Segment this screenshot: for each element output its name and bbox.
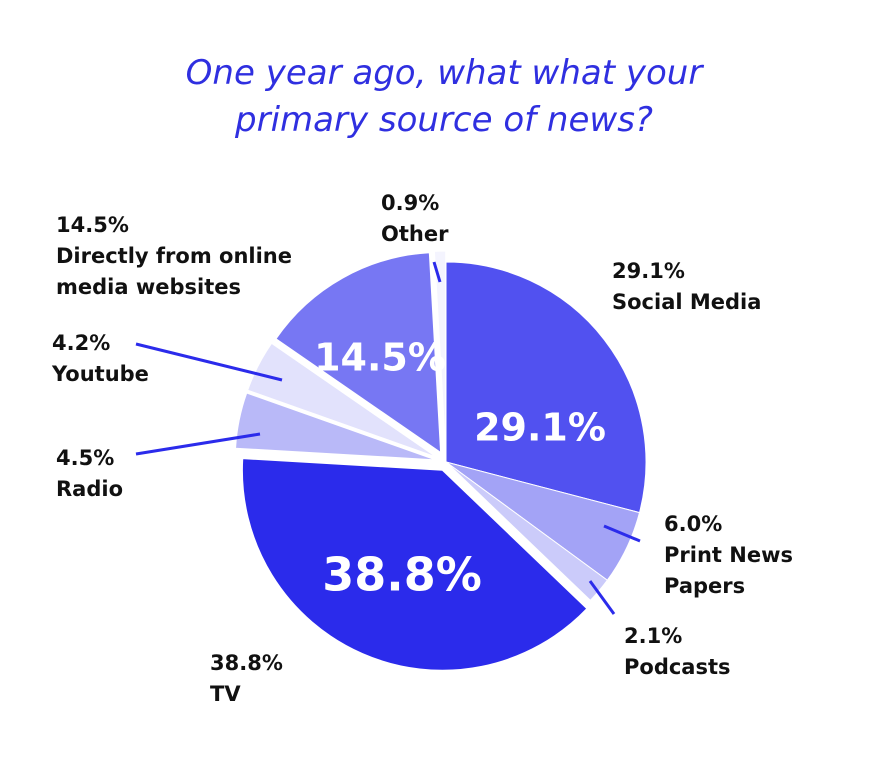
outer-label-name-print-news-papers: Papers (664, 574, 745, 598)
outer-label-pct-radio: 4.5% (56, 446, 114, 470)
outer-label-other: 0.9% Other (381, 191, 449, 246)
outer-label-social-media: 29.1% Social Media (612, 259, 761, 314)
outer-label-pct-social-media: 29.1% (612, 259, 685, 283)
leader-lines (135, 261, 641, 615)
outer-label-pct-print-news-papers: 6.0% (664, 512, 722, 536)
outer-label-radio: 4.5% Radio (56, 446, 123, 501)
pie-slice-youtube (247, 342, 437, 458)
outer-label-name-podcasts: Podcasts (624, 655, 731, 679)
pie-slice-tv (241, 458, 588, 671)
pie-slice-radio (235, 392, 436, 461)
leader-line-radio (135, 432, 261, 456)
inner-label-social-media: 29.1% (474, 406, 606, 450)
pie-slices (235, 250, 647, 671)
pie-slice-podcasts (445, 461, 609, 602)
outer-label-name-youtube: Youtube (51, 362, 149, 386)
chart-title-line-1: One year ago, what what your (185, 53, 703, 93)
outer-label-name-print-news-papers: Print News (664, 543, 793, 567)
outer-label-youtube: 4.2% Youtube (51, 331, 149, 386)
inner-labels: 29.1% 38.8% 14.5% (314, 336, 606, 602)
outer-label-podcasts: 2.1% Podcasts (624, 624, 731, 679)
chart-title-line-2: primary source of news? (235, 100, 653, 140)
outer-label-pct-other: 0.9% (381, 191, 439, 215)
outer-label-pct-youtube: 4.2% (52, 331, 110, 355)
outer-label-tv: 38.8% TV (210, 651, 283, 706)
pie-slice-other (433, 250, 447, 452)
outer-labels: 29.1% Social Media 6.0% Print News Papers 2.1… (51, 191, 793, 706)
outer-label-name-online-media-websites: Directly from online (56, 244, 292, 268)
outer-label-online-media-websites: 14.5% Directly from online media websites (56, 213, 292, 299)
inner-label-online-media-websites: 14.5% (314, 336, 446, 380)
outer-label-pct-podcasts: 2.1% (624, 624, 682, 648)
leader-line-print-news-papers (603, 524, 641, 543)
leader-line-other (432, 261, 442, 283)
pie-slice-online-media-websites (275, 252, 442, 454)
inner-label-tv: 38.8% (322, 548, 482, 602)
pie-slice-social-media (445, 261, 647, 514)
outer-label-name-radio: Radio (56, 477, 123, 501)
leader-line-podcasts (588, 580, 616, 615)
outer-label-print-news-papers: 6.0% Print News Papers (664, 512, 793, 598)
chart-title: One year ago, what what your primary sou… (0, 50, 888, 144)
outer-label-name-online-media-websites: media websites (56, 275, 241, 299)
outer-label-pct-tv: 38.8% (210, 651, 283, 675)
leader-line-youtube (135, 342, 283, 382)
outer-label-name-other: Other (381, 222, 449, 246)
outer-label-name-social-media: Social Media (612, 290, 761, 314)
outer-label-pct-online-media-websites: 14.5% (56, 213, 129, 237)
outer-label-name-tv: TV (210, 682, 241, 706)
